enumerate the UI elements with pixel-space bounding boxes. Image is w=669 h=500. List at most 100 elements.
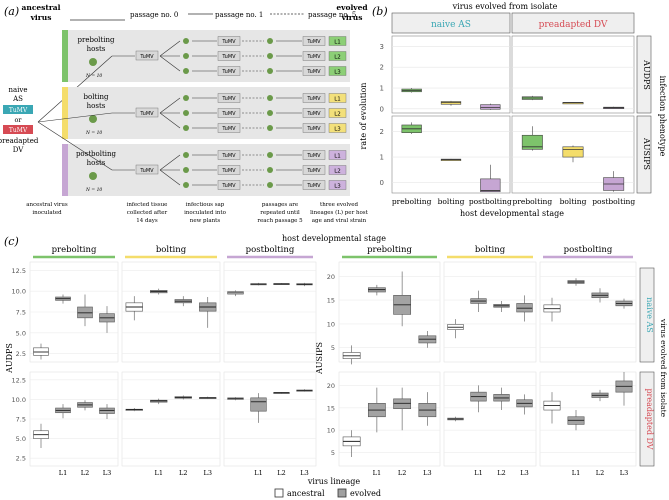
tag5-1-1 bbox=[302, 108, 326, 118]
tag5-2-2 bbox=[302, 180, 326, 190]
tag0-1 bbox=[135, 107, 159, 118]
b-ytick-0-2: 1 bbox=[380, 85, 384, 93]
lineage-text-1-1: L2 bbox=[334, 112, 341, 118]
tag0-text-0: TuMV bbox=[139, 54, 154, 60]
lineage-text-0-2: L3 bbox=[334, 70, 341, 76]
c-xtick-1-1-1: L2 bbox=[497, 469, 505, 477]
c-ytick-1-1-2: 10 bbox=[327, 427, 335, 435]
lineage-0-1 bbox=[328, 51, 347, 61]
caption-4-0: three evolved bbox=[320, 202, 358, 208]
c-ytick-0-1-0: 12.5 bbox=[12, 376, 26, 384]
fan-0-2 bbox=[159, 55, 181, 72]
tag5-2-1 bbox=[302, 165, 326, 175]
tag1-0-1 bbox=[217, 51, 241, 61]
plant-p5-0-0 bbox=[267, 38, 273, 44]
tag1-text-1-2: TuMV bbox=[221, 126, 236, 132]
fan-1-2 bbox=[159, 112, 181, 129]
caption-4-2: age and viral strain bbox=[312, 218, 367, 224]
tag0-0 bbox=[135, 50, 159, 61]
caption-0-1: inoculated bbox=[32, 210, 62, 216]
legend-ancestral-swatch bbox=[274, 488, 284, 498]
c-ytick-1-0-2: 10 bbox=[327, 320, 335, 328]
tag5-text-1-0: TuMV bbox=[306, 96, 321, 102]
row-colorbar-1 bbox=[62, 87, 68, 139]
lineage-text-0-1: L2 bbox=[334, 55, 341, 61]
plant-p5-1-2 bbox=[267, 125, 273, 131]
tag1-text-1-0: TuMV bbox=[221, 96, 236, 102]
c-xtick-1-1-0: L1 bbox=[474, 469, 482, 477]
tag1-text-2-2: TuMV bbox=[221, 183, 236, 189]
caption-2-0: infectious sap bbox=[186, 202, 225, 208]
ancestral-header-1: ancestral bbox=[22, 3, 61, 12]
c-xtick-0-0-1: L2 bbox=[81, 469, 89, 477]
c-xtick-0-1-1: L2 bbox=[179, 469, 187, 477]
panel-c-label: (c) bbox=[4, 235, 19, 248]
b-xtick-0-1: bolting bbox=[438, 197, 465, 206]
lineage-text-1-0: L1 bbox=[334, 97, 341, 103]
tag1-text-1-1: TuMV bbox=[221, 111, 236, 117]
preadapted-line2: DV bbox=[13, 146, 24, 154]
legend-ancestral: ancestral bbox=[287, 489, 325, 498]
c-xtick-1-0-1: L2 bbox=[398, 469, 406, 477]
c-ytick-1-0-3: 5 bbox=[331, 344, 335, 352]
plant-p1-0-2 bbox=[183, 68, 189, 74]
c-xtick-0-0-2: L3 bbox=[103, 469, 111, 477]
strip-naive-as-text: naive AS bbox=[431, 20, 471, 30]
legend-evolved: evolved bbox=[350, 489, 381, 498]
row-name2-1: hosts bbox=[87, 102, 106, 110]
b-box-1-1-0 bbox=[521, 134, 543, 150]
c-ytick-1-0-1: 15 bbox=[327, 297, 335, 305]
c-stage-label-1-2: postbolting bbox=[564, 245, 613, 255]
inoc-arrow-1 bbox=[37, 112, 113, 123]
tag1-text-2-1: TuMV bbox=[221, 168, 236, 174]
plant-p5-1-0 bbox=[267, 95, 273, 101]
lineage-text-2-0: L1 bbox=[334, 154, 341, 160]
c-stage-label-0-1: bolting bbox=[156, 245, 187, 255]
strip-c-preadapted-text: preadapted DV bbox=[645, 388, 654, 449]
b-xtick-0-0: prebolting bbox=[392, 197, 432, 206]
row-name1-1: bolting bbox=[84, 93, 109, 101]
panel-c-ylabel-ausips: AUSIPS bbox=[315, 342, 324, 375]
plant-p1-2-0 bbox=[183, 152, 189, 158]
b-box-0-0-2 bbox=[480, 104, 501, 110]
row-name2-0: hosts bbox=[87, 45, 106, 53]
panel-b-top-title: virus evolved from isolate bbox=[452, 2, 558, 11]
tag5-text-0-0: TuMV bbox=[306, 39, 321, 45]
strip-audps bbox=[636, 35, 652, 114]
lineage-2-1 bbox=[328, 165, 347, 175]
plant-p5-1-1 bbox=[267, 110, 273, 116]
panel-c-ylabel-audps: AUDPS bbox=[5, 343, 14, 374]
fan-2-2 bbox=[159, 169, 181, 186]
row-colorbar-0 bbox=[62, 30, 68, 82]
c-xtick-1-1-2: L3 bbox=[520, 469, 528, 477]
plant-p5-2-1 bbox=[267, 167, 273, 173]
c-xtick-0-2-1: L2 bbox=[277, 469, 285, 477]
lineage-1-0 bbox=[328, 93, 347, 103]
caption-3-2: reach passage 5 bbox=[257, 218, 303, 224]
lineage-0-2 bbox=[328, 66, 347, 76]
c-xtick-0-0-0: L1 bbox=[59, 469, 67, 477]
c-ytick-0-1-1: 10.0 bbox=[12, 396, 26, 404]
b-box-1-0-2 bbox=[480, 178, 501, 193]
c-stage-label-1-0: prebolting bbox=[367, 245, 412, 255]
tag5-1-2 bbox=[302, 123, 326, 133]
plant-p5-0-2 bbox=[267, 68, 273, 74]
tag5-0-2 bbox=[302, 66, 326, 76]
lineage-text-2-1: L2 bbox=[334, 169, 341, 175]
tag0-text-1: TuMV bbox=[139, 111, 154, 117]
inoc-arrow-2 bbox=[37, 121, 113, 171]
lineage-1-1 bbox=[328, 108, 347, 118]
panel-b-xlabel: host developmental stage bbox=[460, 209, 564, 218]
tag1-1-2 bbox=[217, 123, 241, 133]
c-xtick-1-2-1: L2 bbox=[596, 469, 604, 477]
c-ytick-1-1-3: 5 bbox=[331, 449, 335, 457]
tag0-2 bbox=[135, 164, 159, 175]
plant-p1-1-1 bbox=[183, 110, 189, 116]
c-ytick-0-0-2: 7.5 bbox=[16, 309, 26, 317]
c-xtick-1-2-0: L1 bbox=[572, 469, 580, 477]
strip-c-naive-text: naive AS bbox=[645, 297, 654, 333]
row-n-label-2: N = 10 bbox=[85, 187, 102, 193]
plant-p1-0-0 bbox=[183, 38, 189, 44]
evolved-header-1: evolved bbox=[336, 3, 368, 12]
c-xtick-0-1-2: L3 bbox=[204, 469, 212, 477]
